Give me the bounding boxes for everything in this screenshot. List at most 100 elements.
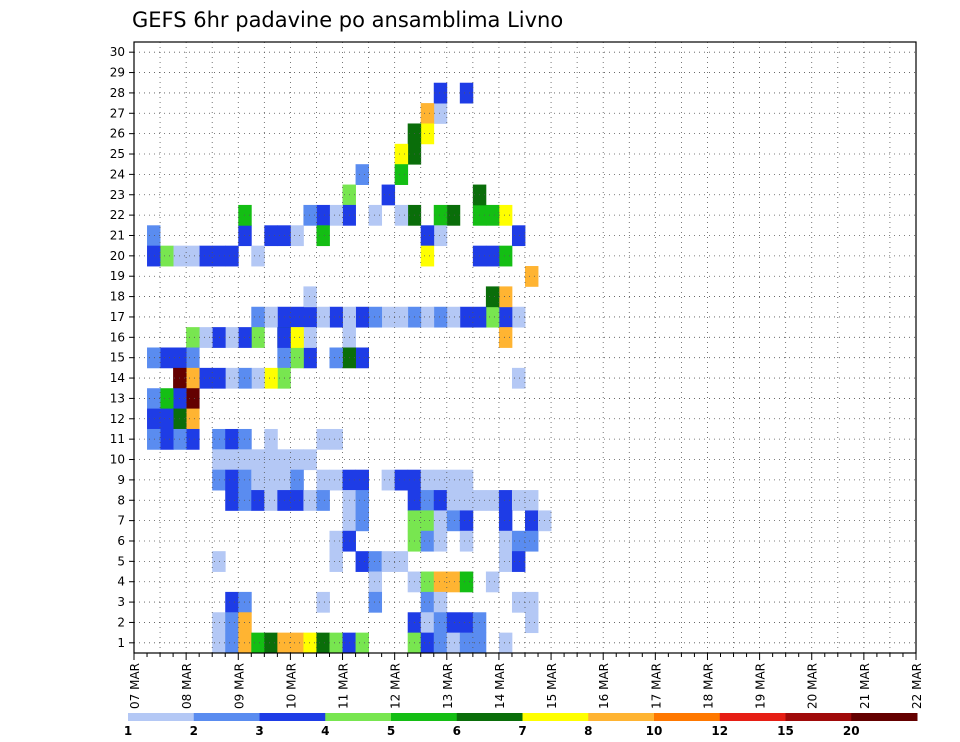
heatmap-cell xyxy=(264,225,278,247)
heatmap-cell xyxy=(420,530,435,552)
x-tick-label: 20 MAR xyxy=(806,663,820,709)
heatmap-cell xyxy=(420,490,435,511)
heatmap-cell xyxy=(147,388,161,409)
heatmap-cell xyxy=(225,469,239,491)
heatmap-cell xyxy=(420,306,435,328)
heatmap-cell xyxy=(212,551,226,572)
heatmap-cell xyxy=(511,490,526,511)
y-tick-label: 27 xyxy=(110,106,125,120)
heatmap-cell xyxy=(433,490,448,511)
heatmap-cell xyxy=(251,490,265,511)
heatmap-cell xyxy=(420,123,435,145)
heatmap-cell xyxy=(511,530,526,552)
heatmap-cell xyxy=(433,612,448,634)
y-tick-label: 16 xyxy=(110,330,125,344)
heatmap-cell xyxy=(212,428,226,450)
heatmap-cell xyxy=(264,469,278,491)
heatmap-cell xyxy=(420,469,435,491)
heatmap-cell xyxy=(199,367,213,389)
heatmap-cell xyxy=(446,510,461,532)
heatmap-cell xyxy=(147,347,161,369)
legend-swatch xyxy=(588,713,655,721)
heatmap-cell xyxy=(212,449,226,471)
heatmap-cell xyxy=(264,490,278,511)
heatmap-cell xyxy=(147,245,161,267)
legend-swatch xyxy=(851,713,918,721)
heatmap-cell xyxy=(251,367,265,389)
y-tick-label: 6 xyxy=(117,534,125,548)
heatmap-cell xyxy=(511,591,526,613)
heatmap-cell xyxy=(459,510,474,532)
heatmap-cell xyxy=(459,469,474,491)
y-tick-label: 11 xyxy=(110,432,125,446)
y-tick-label: 7 xyxy=(117,514,125,528)
heatmap-cell xyxy=(251,327,265,348)
heatmap-cell xyxy=(459,632,474,654)
heatmap-cell xyxy=(420,612,435,634)
heatmap-cell xyxy=(186,367,200,389)
heatmap-cell xyxy=(355,306,369,328)
heatmap-cells xyxy=(147,82,552,654)
heatmap-cell xyxy=(485,306,500,328)
heatmap-cell xyxy=(303,306,317,328)
heatmap-cell xyxy=(446,612,461,634)
heatmap-cell xyxy=(420,632,435,654)
legend-swatch xyxy=(128,713,195,721)
legend-label: 7 xyxy=(518,724,526,738)
x-tick-label: 09 MAR xyxy=(232,663,246,709)
heatmap-cell xyxy=(485,286,500,308)
y-tick-label: 30 xyxy=(110,45,125,59)
heatmap-cell xyxy=(446,306,461,328)
heatmap-cell xyxy=(433,632,448,654)
heatmap-cell xyxy=(212,367,226,389)
heatmap-cell xyxy=(498,632,513,654)
heatmap-cell xyxy=(316,204,330,226)
heatmap-cell xyxy=(459,82,474,104)
heatmap-cell xyxy=(459,571,474,593)
y-tick-label: 26 xyxy=(110,127,125,141)
heatmap-cell xyxy=(498,530,513,552)
heatmap-cell xyxy=(329,204,343,226)
heatmap-cell xyxy=(212,469,226,491)
heatmap-cell xyxy=(381,184,396,206)
heatmap-cell xyxy=(160,408,174,430)
heatmap-cell xyxy=(303,347,317,369)
heatmap-cell xyxy=(264,449,278,471)
heatmap-cell xyxy=(251,245,265,267)
legend-swatch xyxy=(785,713,852,721)
heatmap-cell xyxy=(394,204,409,226)
legend-label: 4 xyxy=(321,724,329,738)
heatmap-cell xyxy=(511,225,526,247)
x-tick-label: 07 MAR xyxy=(128,663,142,709)
heatmap-cell xyxy=(225,490,239,511)
x-tick-label: 13 MAR xyxy=(441,663,455,709)
heatmap-cell xyxy=(186,347,200,369)
y-tick-label: 24 xyxy=(110,167,125,181)
heatmap-cell xyxy=(485,490,500,511)
heatmap-cell xyxy=(525,490,539,511)
heatmap-cell xyxy=(264,632,278,654)
x-tick-label: 22 MAR xyxy=(910,663,924,709)
x-tick-label: 08 MAR xyxy=(180,663,194,709)
heatmap-cell xyxy=(290,347,304,369)
x-tick-label: 11 MAR xyxy=(337,663,351,709)
heatmap-cell xyxy=(433,571,448,593)
heatmap-cell xyxy=(186,327,200,348)
heatmap-cell xyxy=(290,632,304,654)
heatmap-cell xyxy=(525,510,539,532)
heatmap-cell xyxy=(394,551,409,572)
heatmap-cell xyxy=(394,143,409,165)
heatmap-cell xyxy=(160,245,174,267)
heatmap-cell xyxy=(459,612,474,634)
chart-title: GEFS 6hr padavine po ansamblima Livno xyxy=(132,8,563,32)
x-tick-label: 16 MAR xyxy=(597,663,611,709)
y-tick-label: 15 xyxy=(110,351,125,365)
grid-lines xyxy=(133,42,917,653)
heatmap-cell xyxy=(355,490,369,511)
legend-swatch xyxy=(193,713,260,721)
heatmap-cell xyxy=(186,408,200,430)
heatmap-cell xyxy=(394,164,409,185)
heatmap-cell xyxy=(225,632,239,654)
x-tick-label: 21 MAR xyxy=(858,663,872,709)
